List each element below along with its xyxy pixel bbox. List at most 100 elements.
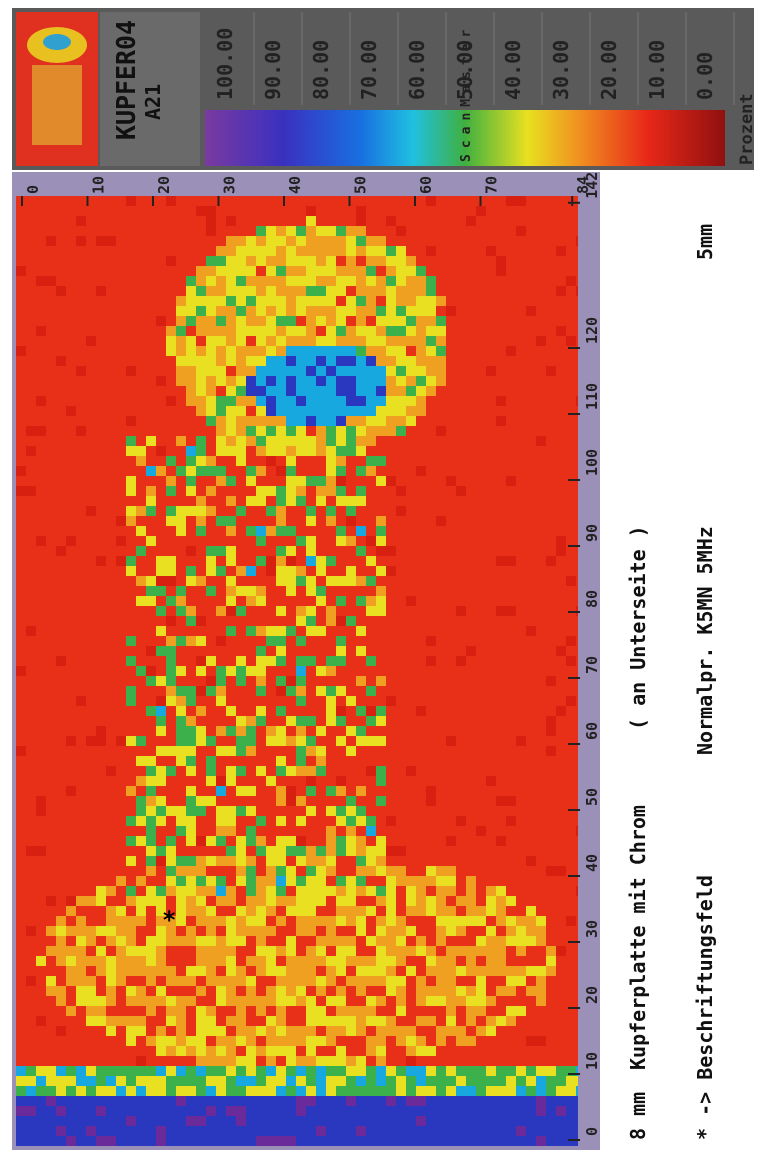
heat-cell [556, 1046, 566, 1056]
heat-cell [226, 1126, 236, 1136]
heat-cell [286, 946, 296, 956]
heat-cell [266, 956, 276, 966]
heat-cell [296, 726, 306, 736]
heat-cell [236, 566, 246, 576]
heat-cell [506, 796, 516, 806]
heat-cell [536, 296, 546, 306]
heat-cell [156, 816, 166, 826]
heat-cell [296, 696, 306, 706]
heat-cell [516, 206, 526, 216]
heat-cell [106, 996, 116, 1006]
heat-cell [546, 946, 556, 956]
heat-cell [96, 1076, 106, 1086]
heat-cell [436, 296, 446, 306]
heat-cell [446, 1066, 456, 1076]
heat-cell [86, 716, 96, 726]
heat-cell [46, 1046, 56, 1056]
heat-cell [346, 486, 356, 496]
heat-cell [396, 596, 406, 606]
heat-cell [126, 786, 136, 796]
heat-cell [96, 1006, 106, 1016]
heat-cell [346, 546, 356, 556]
heat-cell [186, 306, 196, 316]
heat-cell [46, 1136, 56, 1146]
heat-cell [196, 336, 206, 346]
heat-cell [146, 1016, 156, 1026]
heat-cell [406, 386, 416, 396]
heat-cell [146, 626, 156, 636]
heat-cell [236, 286, 246, 296]
heat-cell [286, 786, 296, 796]
heat-cell [286, 1126, 296, 1136]
heat-cell [256, 666, 266, 676]
heat-cell [166, 656, 176, 666]
heat-cell [256, 846, 266, 856]
heat-cell [26, 846, 36, 856]
heat-cell [556, 1116, 566, 1126]
heat-cell [466, 996, 476, 1006]
heat-cell [496, 556, 506, 566]
heat-cell [376, 996, 386, 1006]
heat-cell [266, 1086, 276, 1096]
heat-cell [356, 646, 366, 656]
heat-cell [216, 996, 226, 1006]
heat-cell [126, 946, 136, 956]
heat-cell [356, 866, 366, 876]
heat-cell [306, 256, 316, 266]
heat-cell [416, 536, 426, 546]
heat-cell [366, 956, 376, 966]
heat-cell [66, 786, 76, 796]
heat-cell [336, 406, 346, 416]
heat-cell [526, 516, 536, 526]
heat-cell [126, 556, 136, 566]
heat-cell [266, 566, 276, 576]
heat-cell [556, 966, 566, 976]
heat-cell [366, 906, 376, 916]
heat-cell [246, 306, 256, 316]
heat-cell [36, 396, 46, 406]
heat-cell [256, 506, 266, 516]
heat-cell [346, 1096, 356, 1106]
heat-cell [126, 836, 136, 846]
heat-cell [146, 896, 156, 906]
heat-cell [476, 356, 486, 366]
heat-cell [526, 816, 536, 826]
heat-cell [366, 266, 376, 276]
heat-cell [146, 576, 156, 586]
heat-cell [106, 246, 116, 256]
heat-cell [116, 866, 126, 876]
heat-cell [536, 1046, 546, 1056]
heat-cell [66, 986, 76, 996]
heat-cell [356, 976, 366, 986]
heat-cell [566, 636, 576, 646]
heat-cell [456, 1106, 466, 1116]
heat-cell [276, 606, 286, 616]
heat-cell [376, 946, 386, 956]
heat-cell [396, 486, 406, 496]
heat-cell [466, 1006, 476, 1016]
heat-cell [386, 556, 396, 566]
heat-cell [566, 1016, 576, 1026]
heat-cell [416, 726, 426, 736]
heat-cell [566, 276, 576, 286]
heat-cell [226, 326, 236, 336]
heat-cell [186, 1046, 196, 1056]
heat-cell [126, 566, 136, 576]
heat-cell [266, 926, 276, 936]
heat-cell [286, 196, 296, 206]
heat-cell [506, 286, 516, 296]
heat-cell [266, 1136, 276, 1146]
heat-cell [26, 276, 36, 286]
heat-cell [306, 316, 316, 326]
heat-cell [296, 476, 306, 486]
heat-cell [36, 376, 46, 386]
heat-cell [336, 416, 346, 426]
heat-cell [206, 346, 216, 356]
heat-cell [526, 456, 536, 466]
heat-cell [516, 936, 526, 946]
heat-cell [246, 806, 256, 816]
heat-cell [26, 1106, 36, 1116]
heat-cell [526, 356, 536, 366]
heat-cell [336, 496, 346, 506]
heat-cell [186, 816, 196, 826]
